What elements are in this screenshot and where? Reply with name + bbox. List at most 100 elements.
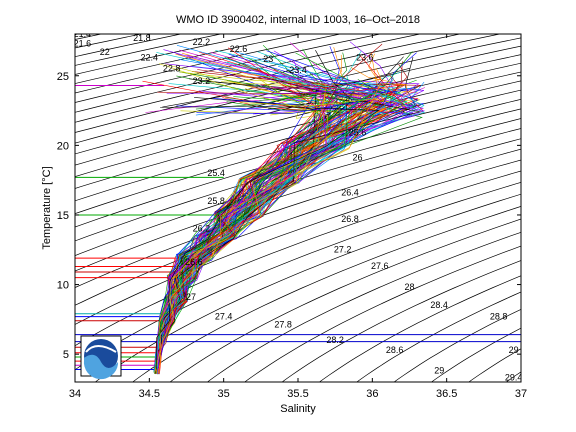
density-contour — [0, 20, 9, 396]
x-axis: 34 34.5 35 35.5 36 36.5 37 — [69, 34, 527, 400]
contour-labels: 21.421.6 21.8 22 22.2 22.4 22.6 22.8 23 23.2 23.4… — [74, 29, 523, 383]
contour-label: 28.2 — [326, 335, 344, 345]
density-contour — [75, 80, 521, 202]
density-contour — [75, 89, 521, 215]
density-contour — [75, 170, 521, 347]
density-contour — [75, 159, 521, 325]
logo-wave — [83, 354, 118, 380]
contour-label: 28.6 — [386, 345, 404, 355]
x-tick-label: 35.5 — [287, 388, 308, 400]
ts-profile — [156, 47, 319, 373]
contour-label: 29.4 — [505, 373, 523, 383]
density-contour — [75, 34, 303, 84]
density-contour — [75, 62, 521, 178]
horizontal-artifact-lines — [75, 85, 521, 370]
contour-label: 26.8 — [341, 214, 359, 224]
density-contour — [132, 206, 521, 382]
ts-profile — [158, 82, 408, 375]
contour-label: 26 — [352, 153, 362, 163]
ts-profile — [158, 75, 420, 373]
x-tick-label: 34.5 — [139, 388, 160, 400]
ts-profile — [154, 45, 371, 369]
density-contour — [75, 34, 422, 113]
x-tick-label: 35 — [218, 388, 230, 400]
y-tick-label: 5 — [63, 349, 69, 361]
noaa-logo — [80, 335, 122, 380]
ts-profile — [156, 105, 380, 370]
density-contour — [468, 348, 521, 382]
density-contour — [430, 327, 521, 382]
contour-label: 23.4 — [289, 65, 307, 75]
density-contour — [94, 193, 521, 382]
density-contour — [206, 231, 521, 382]
contour-label: 28.4 — [430, 300, 448, 310]
density-contour — [75, 118, 521, 256]
contour-label: 23 — [263, 54, 273, 64]
contour-label: 25.6 — [349, 128, 367, 138]
ts-profile — [153, 52, 397, 372]
y-axis-label: Temperature [°C] — [41, 166, 53, 249]
contour-label: 22.2 — [193, 37, 211, 47]
contour-label: 27.8 — [274, 320, 292, 330]
contour-label: 29 — [509, 345, 519, 355]
contour-label: 25.8 — [207, 196, 225, 206]
logo-bird — [85, 345, 117, 353]
contour-label: 28.8 — [490, 311, 508, 321]
contour-label: 26.2 — [193, 224, 211, 234]
density-contour — [75, 71, 521, 189]
density-contour — [318, 275, 521, 382]
ts-profile — [156, 52, 328, 374]
density-contour — [169, 218, 521, 382]
density-contour — [75, 138, 521, 288]
chart-title: WMO ID 3900402, internal ID 1003, 16–Oct… — [176, 14, 420, 26]
ts-profile — [153, 79, 406, 371]
density-contour — [75, 108, 521, 242]
density-contour — [525, 20, 576, 396]
ts-profile — [155, 96, 347, 374]
density-contour — [244, 245, 521, 382]
contour-label: 26.6 — [185, 257, 203, 267]
density-contour — [75, 34, 342, 94]
contour-label: 26.4 — [341, 188, 359, 198]
x-axis-label: Salinity — [280, 403, 316, 415]
density-contour — [75, 34, 382, 103]
density-contour — [75, 182, 521, 371]
contour-label: 27.4 — [215, 311, 233, 321]
x-tick-label: 37 — [515, 388, 527, 400]
x-tick-label: 36 — [366, 388, 378, 400]
contour-label: 21.6 — [74, 39, 92, 49]
density-contour — [75, 148, 521, 306]
contour-label: 21.4 — [74, 29, 92, 39]
contour-label: 22.6 — [230, 44, 248, 54]
contour-label: 21.8 — [133, 33, 151, 43]
contour-label: 29 — [434, 366, 444, 376]
density-contour — [356, 291, 521, 382]
contour-label: 27.6 — [371, 261, 389, 271]
x-tick-label: 36.5 — [436, 388, 457, 400]
x-tick-label: 34 — [69, 388, 81, 400]
contour-label: 22.8 — [163, 64, 181, 74]
ts-profile — [154, 88, 344, 374]
contour-label: 23.2 — [193, 76, 211, 86]
density-contour — [75, 98, 521, 228]
y-tick-label: 25 — [57, 71, 69, 83]
y-tick-label: 15 — [57, 210, 69, 222]
ts-profile — [157, 75, 332, 372]
contour-label: 27 — [186, 292, 196, 302]
contour-label: 23.6 — [356, 52, 374, 62]
ts-profile — [157, 50, 353, 369]
density-contour — [75, 34, 502, 133]
ts-profile — [154, 98, 379, 373]
contour-label: 22.4 — [141, 52, 159, 62]
contour-label: 27.2 — [334, 245, 352, 255]
y-tick-label: 20 — [57, 140, 69, 152]
contour-label: 28 — [404, 282, 414, 292]
density-contour — [393, 308, 521, 382]
y-tick-label: 10 — [57, 280, 69, 292]
ts-profiles — [142, 41, 426, 375]
ts-profile — [156, 77, 395, 370]
density-contour — [562, 20, 576, 396]
y-axis: 5 10 15 20 25 — [57, 71, 521, 361]
contour-label: 22 — [100, 47, 110, 57]
